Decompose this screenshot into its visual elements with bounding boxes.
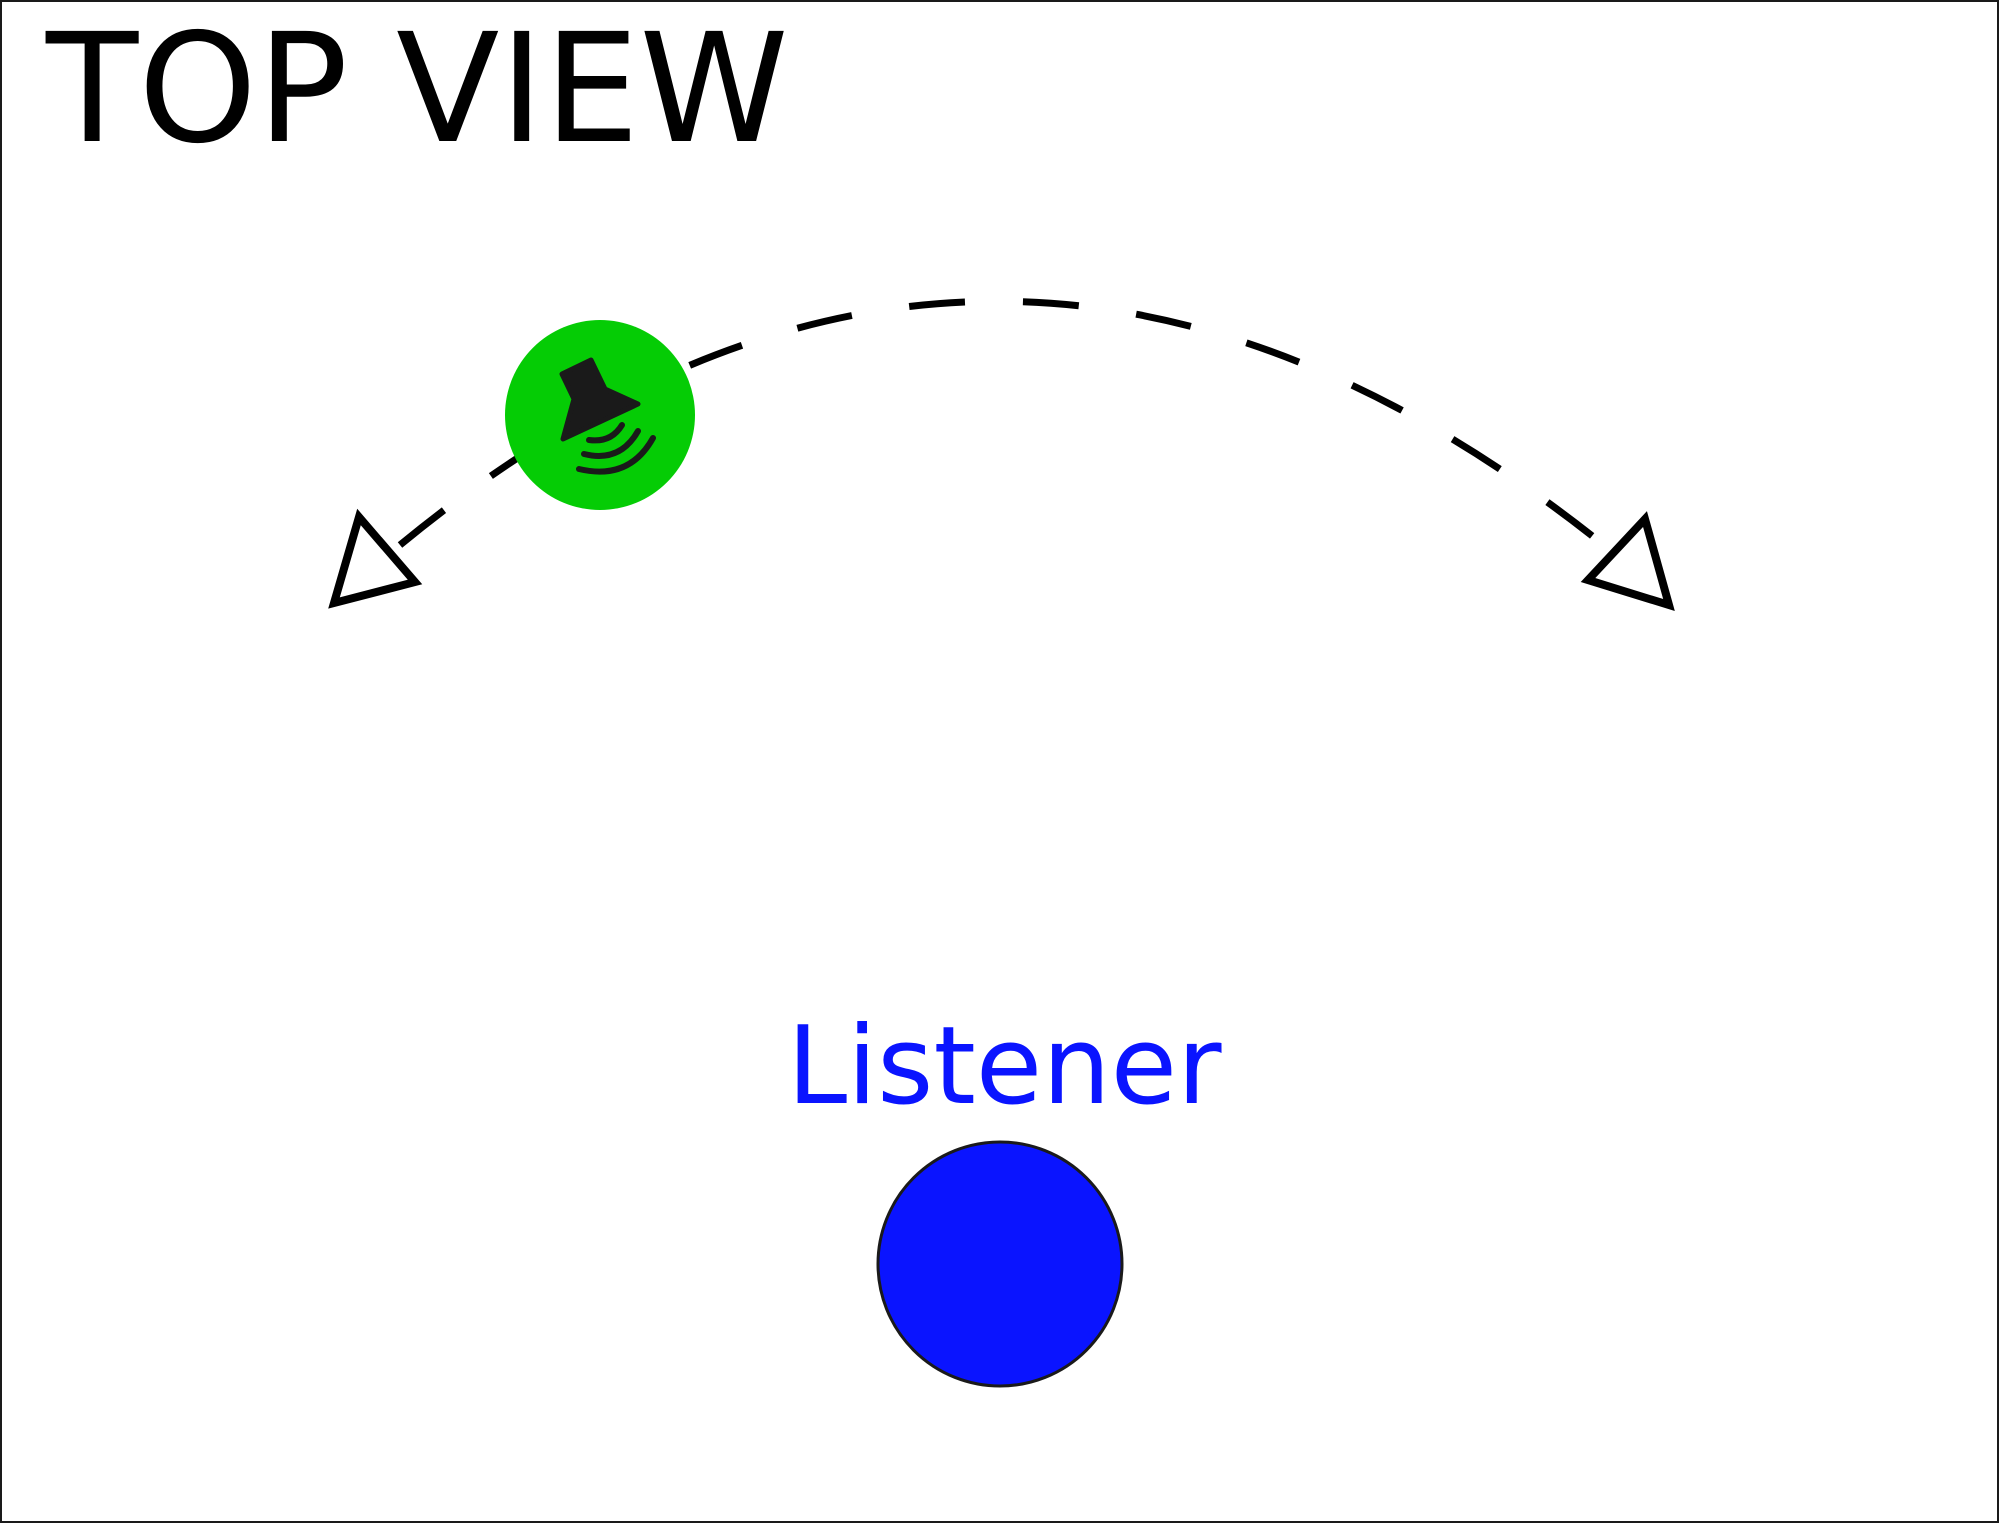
diagram-title: TOP VIEW: [46, 1, 789, 177]
listener-label: Listener: [787, 1004, 1222, 1129]
right-arrowhead: [1580, 511, 1675, 611]
speaker-sound-icon: [559, 357, 656, 475]
sound-source: [505, 320, 695, 510]
left-arrowhead: [328, 508, 423, 609]
listener-circle: [876, 1140, 1124, 1388]
